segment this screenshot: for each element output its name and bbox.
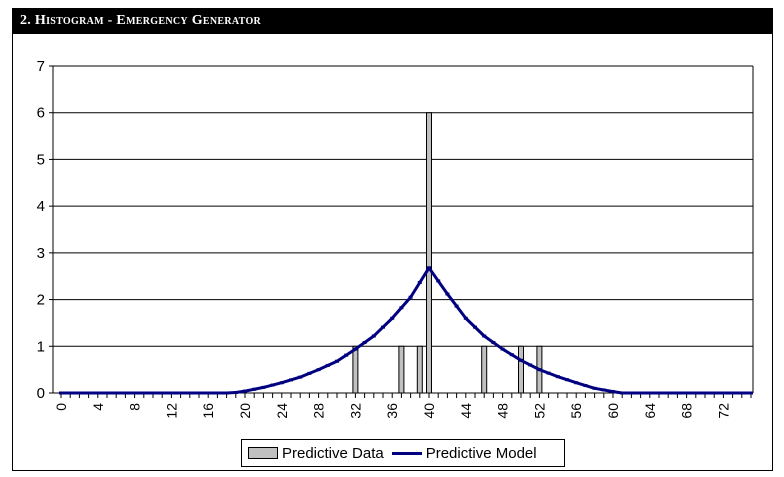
bar-39 <box>416 345 423 394</box>
ytick-label-3: 3 <box>37 245 45 262</box>
legend-item-predictive-model: Predictive Model <box>390 445 537 462</box>
xtick-label-20: 20 <box>237 403 253 419</box>
chart-legend: Predictive Data Predictive Model <box>241 439 565 467</box>
xtick-label-32: 32 <box>347 403 363 419</box>
legend-item-predictive-data: Predictive Data <box>248 445 384 462</box>
chart-title: 2. Histogram - Emergency Generator <box>20 13 262 28</box>
xtick-label-68: 68 <box>679 403 695 419</box>
chart-title-bar: 2. Histogram - Emergency Generator <box>12 8 773 33</box>
legend-label-predictive-model: Predictive Model <box>425 444 537 462</box>
xtick-label-72: 72 <box>715 403 731 419</box>
ytick-label-6: 6 <box>37 105 45 122</box>
xtick-label-24: 24 <box>274 403 290 419</box>
legend-swatch-bar <box>248 447 278 459</box>
bar-46 <box>481 345 488 394</box>
bar-50 <box>518 345 524 394</box>
ytick-label-2: 2 <box>37 292 45 309</box>
xtick-label-52: 52 <box>531 403 547 419</box>
xtick-label-48: 48 <box>495 403 511 419</box>
xtick-label-36: 36 <box>384 403 400 419</box>
ytick-label-0: 0 <box>37 385 45 402</box>
ytick-label-4: 4 <box>37 198 45 215</box>
legend-swatch-line <box>391 451 422 455</box>
xtick-label-8: 8 <box>127 403 143 411</box>
bar-40 <box>426 112 432 394</box>
xtick-label-40: 40 <box>421 403 437 419</box>
ytick-label-1: 1 <box>37 338 45 355</box>
xtick-label-4: 4 <box>90 403 106 411</box>
xtick-label-16: 16 <box>200 403 216 419</box>
xtick-label-56: 56 <box>568 403 584 419</box>
xtick-label-28: 28 <box>311 403 327 419</box>
xtick-label-0: 0 <box>53 403 69 411</box>
xtick-label-60: 60 <box>605 403 621 419</box>
series-line-predictive-model <box>61 266 751 395</box>
bar-37 <box>398 345 405 394</box>
legend-label-predictive-data: Predictive Data <box>282 444 384 462</box>
xtick-label-44: 44 <box>458 403 474 419</box>
ytick-label-5: 5 <box>37 151 45 168</box>
ytick-label-7: 7 <box>37 58 45 75</box>
bar-32 <box>352 345 359 394</box>
xtick-label-12: 12 <box>163 403 179 419</box>
xtick-label-64: 64 <box>642 403 658 419</box>
